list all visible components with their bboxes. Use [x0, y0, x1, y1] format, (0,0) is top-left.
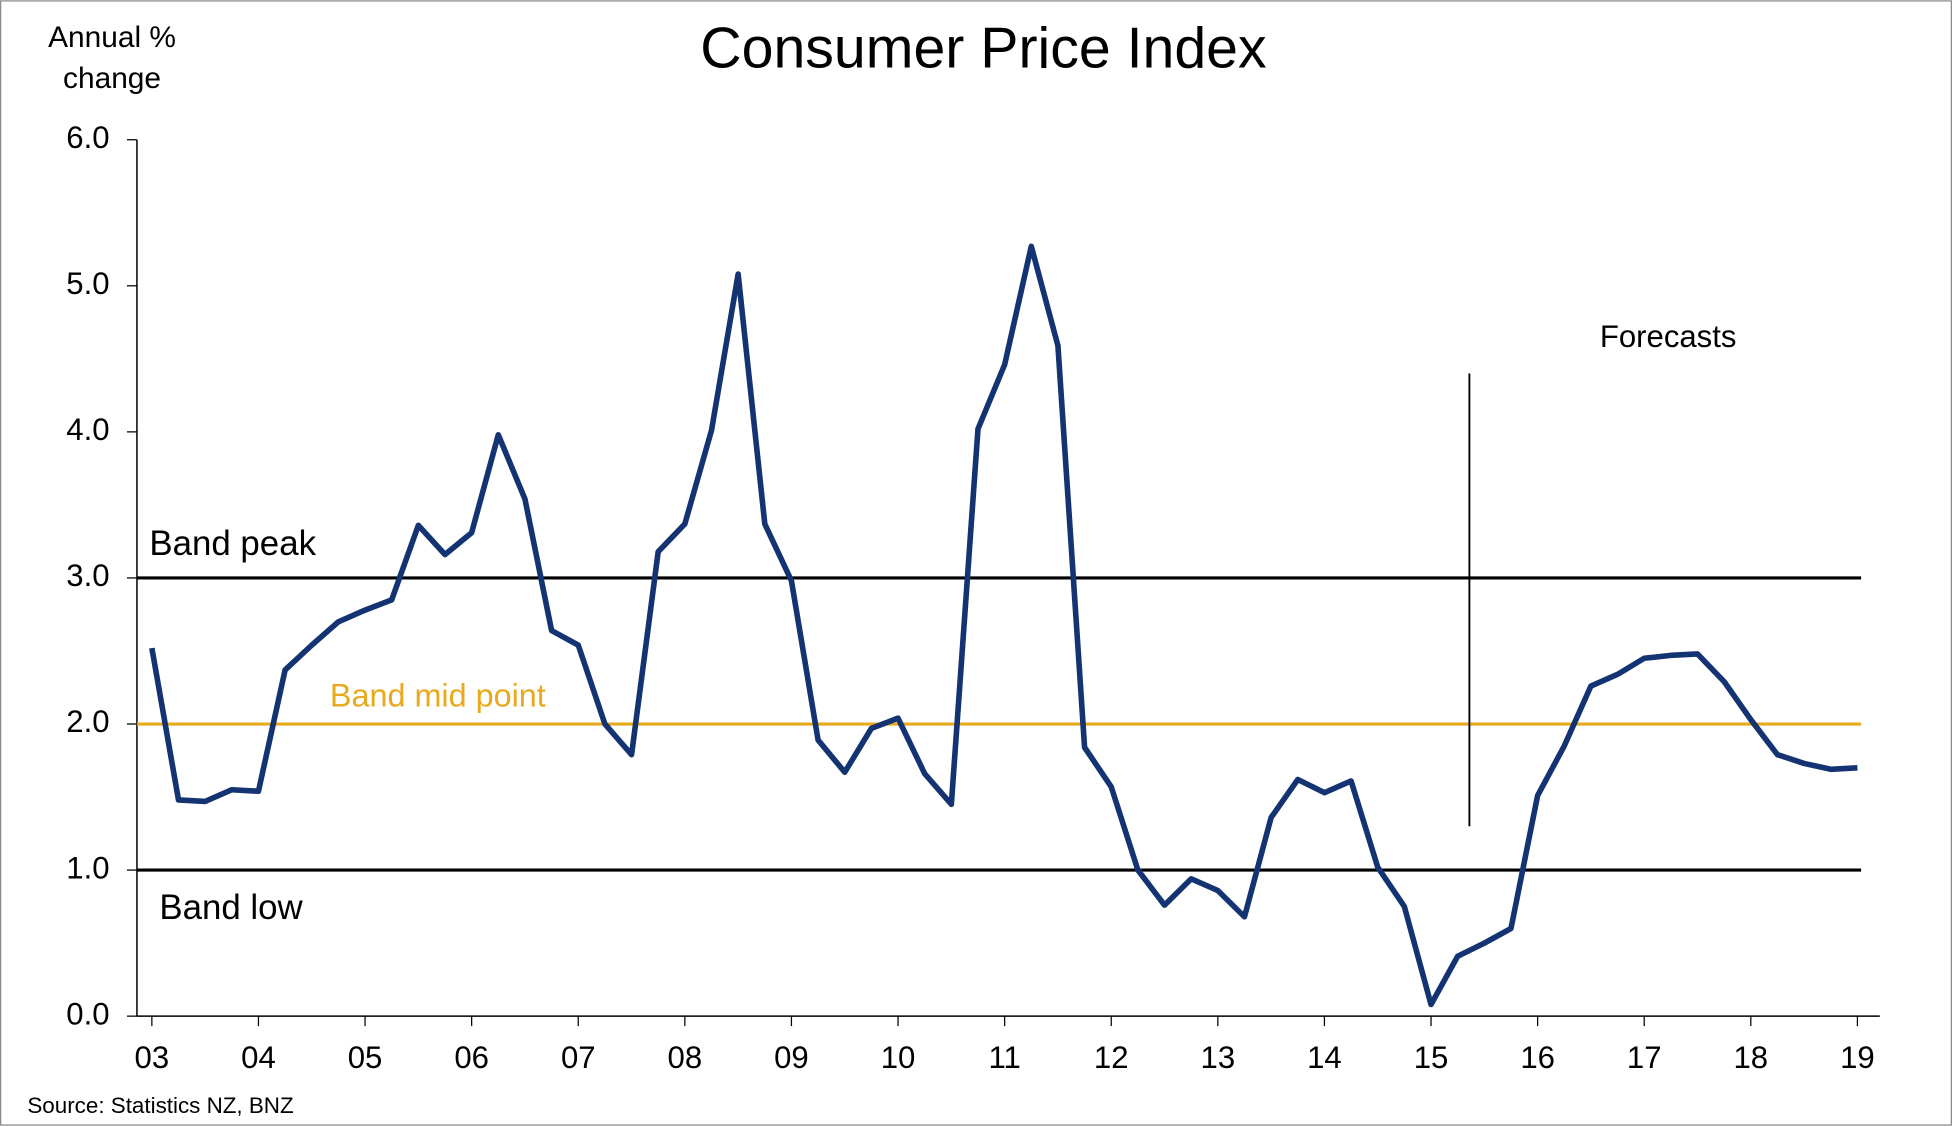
x-tick-label: 08	[668, 1040, 703, 1075]
series-line	[149, 243, 1858, 1008]
x-tick-label: 03	[135, 1040, 170, 1075]
reference-label: Band peak	[149, 524, 316, 563]
x-tick-label: 17	[1627, 1040, 1662, 1075]
y-tick-label: 4.0	[66, 412, 109, 447]
y-tick-label: 2.0	[66, 704, 109, 739]
x-tick-label: 16	[1520, 1040, 1555, 1075]
y-tick-label: 6.0	[66, 120, 109, 155]
x-tick-label: 10	[881, 1040, 916, 1075]
y-tick-label: 5.0	[66, 266, 109, 301]
x-tick-label: 07	[561, 1040, 596, 1075]
x-tick-label: 09	[774, 1040, 809, 1075]
x-tick-label: 18	[1734, 1040, 1769, 1075]
y-tick-label: 1.0	[66, 850, 109, 885]
reference-label: Band low	[159, 888, 303, 927]
x-tick-label: 15	[1414, 1040, 1449, 1075]
y-tick-label: 0.0	[66, 996, 109, 1031]
x-tick-label: 11	[988, 1040, 1020, 1075]
x-tick-label: 05	[348, 1040, 383, 1075]
x-tick-label: 06	[454, 1040, 489, 1075]
x-tick-label: 12	[1094, 1040, 1129, 1075]
y-axis-label: Annual %	[48, 21, 176, 54]
forecast-label: Forecasts	[1600, 319, 1737, 354]
y-tick-label: 3.0	[66, 558, 109, 593]
x-tick-label: 14	[1307, 1040, 1342, 1075]
y-axis-label: change	[63, 62, 161, 95]
reference-label: Band mid point	[330, 677, 546, 713]
chart-title: Consumer Price Index	[700, 17, 1267, 81]
x-tick-label: 19	[1840, 1040, 1875, 1075]
x-tick-label: 13	[1201, 1040, 1236, 1075]
source: Source: Statistics NZ, BNZ	[27, 1093, 293, 1118]
x-tick-label: 04	[241, 1040, 276, 1075]
